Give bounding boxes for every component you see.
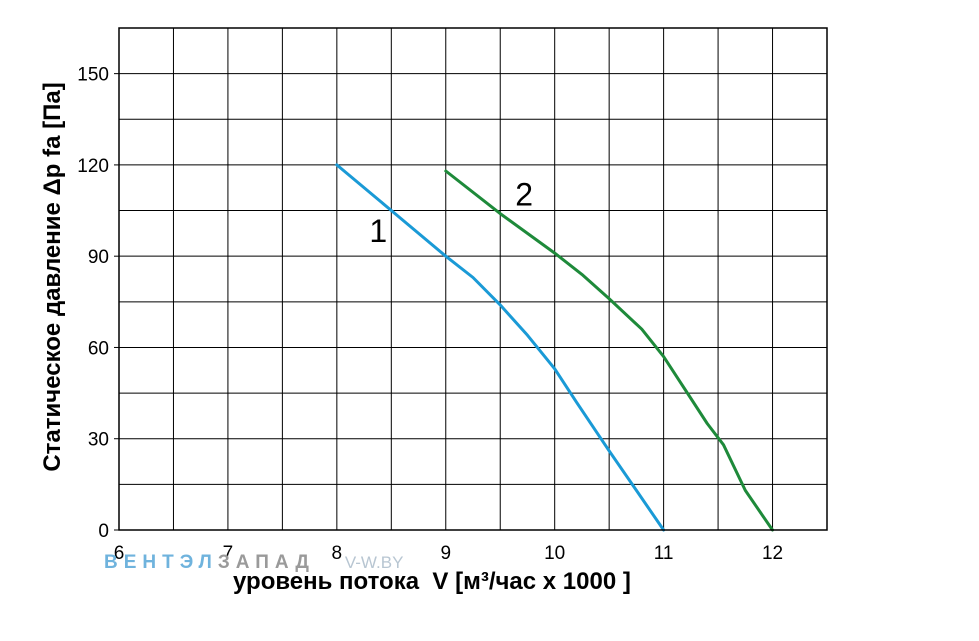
x-axis-label: уровень потока V [м³/час x 1000 ] — [233, 568, 631, 595]
x-tick-label: 10 — [544, 543, 565, 564]
y-tick-label: 0 — [98, 521, 109, 542]
y-tick-label: 150 — [77, 65, 109, 86]
series-lines — [335, 163, 774, 532]
watermark-part-3: V-W.BY — [344, 553, 404, 572]
series-annotations: 12 — [369, 176, 533, 249]
series-line-1 — [335, 163, 666, 532]
y-tick-label: 30 — [88, 430, 109, 451]
x-tick-label: 7 — [223, 543, 234, 564]
x-tick-labels: 6 7 8 9 10 11 12 — [114, 543, 783, 564]
x-tick-label: 6 — [114, 543, 125, 564]
grid-lines — [119, 28, 827, 530]
series-line-2 — [444, 169, 774, 532]
x-tick-label: 12 — [762, 543, 783, 564]
y-tick-label: 90 — [88, 247, 109, 268]
watermark-part-2: ЗАПАД — [217, 552, 315, 573]
y-tick-label: 120 — [77, 156, 109, 177]
series-annotation: 1 — [369, 213, 387, 249]
y-axis-label: Статическое давление Δp fa [Па] — [39, 82, 66, 471]
x-tick-label: 11 — [654, 543, 674, 564]
x-tick-label: 9 — [440, 543, 451, 564]
watermark: ВЕНТЭЛЗАПАД V-W.BY — [104, 552, 403, 574]
series-annotation: 2 — [515, 176, 533, 212]
y-tick-labels: 0 30 60 90 120 150 — [77, 65, 119, 542]
plot-frame — [118, 27, 828, 531]
y-tick-label: 60 — [88, 338, 109, 359]
watermark-part-1: ВЕНТЭЛ — [104, 552, 218, 573]
x-tick-label: 8 — [332, 543, 343, 564]
